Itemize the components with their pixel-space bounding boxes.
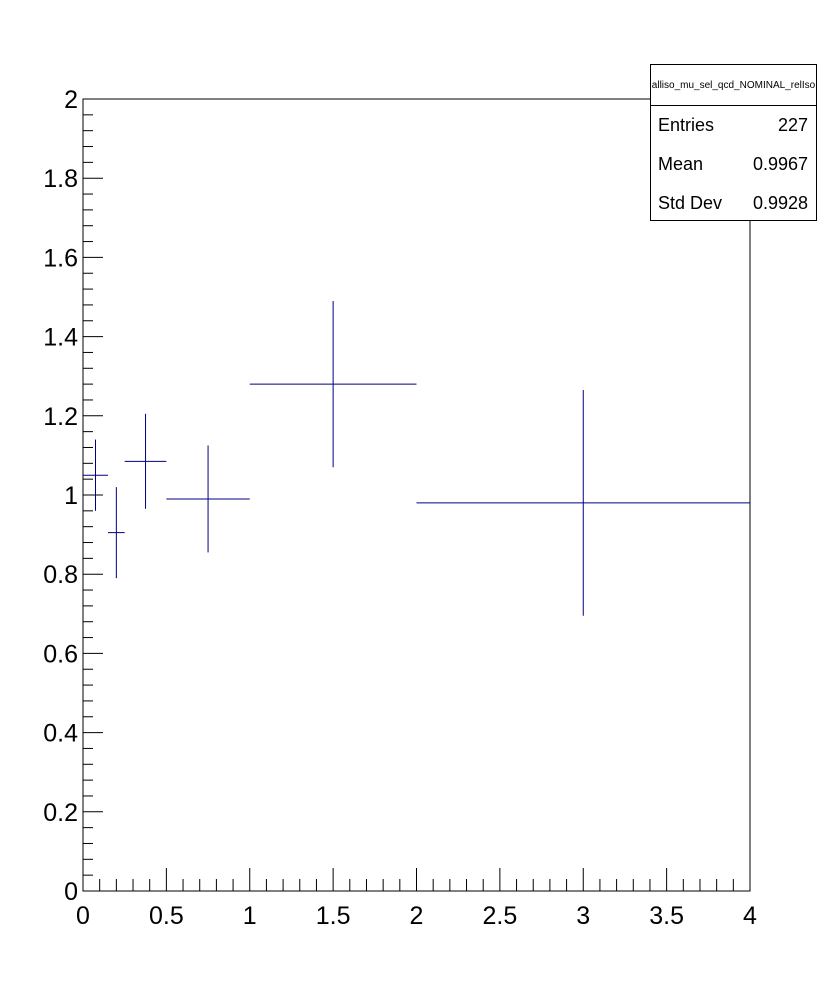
mean-value: 0.9967 — [752, 154, 808, 174]
stddev-label: Std Dev — [658, 193, 723, 213]
stats-title: alliso_mu_sel_qcd_NOMINAL_relIso — [651, 65, 816, 106]
x-tick-label: 0 — [76, 902, 90, 930]
data-point — [416, 390, 750, 616]
x-tick-label: 3 — [576, 902, 590, 930]
y-tick-label: 1.4 — [43, 324, 78, 352]
stats-row-entries: Entries 227 — [651, 106, 816, 145]
y-tick-label: 2 — [64, 86, 78, 114]
stats-box: alliso_mu_sel_qcd_NOMINAL_relIso Entries… — [650, 64, 817, 221]
x-tick-label: 3.5 — [649, 902, 684, 930]
stddev-value: 0.9928 — [752, 193, 808, 213]
y-tick-label: 0.6 — [43, 640, 78, 668]
data-point — [83, 439, 109, 511]
x-tick-label: 1 — [243, 902, 257, 930]
data-points — [83, 300, 750, 616]
x-tick-label: 2.5 — [482, 902, 517, 930]
data-point — [249, 300, 417, 468]
x-tick-label: 4 — [743, 902, 757, 930]
y-tick-label: 1.8 — [43, 165, 78, 193]
y-tick-label: 1.2 — [43, 403, 78, 431]
data-point — [108, 487, 125, 579]
y-tick-label: 0.2 — [43, 799, 78, 827]
axes: 0 0.5 1 1.5 2 2.5 3 3.5 4 0 0.2 0.4 0.6 0.8 1 1.2 1.4 1.6… — [43, 86, 757, 930]
y-tick-label: 1 — [64, 482, 78, 510]
data-point — [166, 445, 250, 553]
y-tick-label: 0 — [64, 878, 78, 906]
data-point — [124, 413, 167, 509]
x-tick-label: 1.5 — [316, 902, 351, 930]
mean-label: Mean — [658, 154, 704, 174]
y-tick-label: 1.6 — [43, 244, 78, 272]
y-tick-label: 0.8 — [43, 561, 78, 589]
entries-value: 227 — [777, 115, 808, 135]
x-tick-label: 0.5 — [149, 902, 184, 930]
stats-row-stddev: Std Dev 0.9928 — [651, 184, 816, 223]
y-tick-label: 0.4 — [43, 720, 78, 748]
entries-label: Entries — [658, 115, 715, 135]
x-tick-label: 2 — [410, 902, 424, 930]
stats-row-mean: Mean 0.9967 — [651, 145, 816, 184]
